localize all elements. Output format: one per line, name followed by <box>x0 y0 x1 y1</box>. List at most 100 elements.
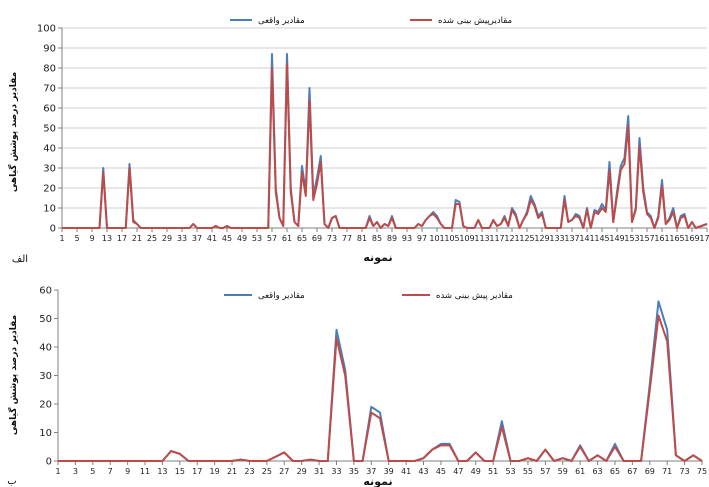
x-tick-label: 15 <box>175 467 185 476</box>
x-tick-label: 11 <box>140 467 150 476</box>
x-tick-label: 13 <box>157 467 167 476</box>
x-tick-label: 129 <box>534 234 549 243</box>
x-tick-label: 57 <box>540 467 550 476</box>
x-tick-label: 31 <box>314 467 324 476</box>
series-line-actual <box>58 300 703 462</box>
x-tick-label: 35 <box>349 467 359 476</box>
x-tick-label: 93 <box>402 234 412 243</box>
y-tick-label: 60 <box>39 286 52 297</box>
x-tick-label: 1 <box>59 234 64 243</box>
chart-a: 0 10 20 30 40 50 60 70 80 90 100 1 5 9 13 17 21 25 29 33 37… <box>7 16 709 265</box>
x-tick-label: 39 <box>384 467 394 476</box>
x-tick-label: 37 <box>366 467 376 476</box>
x-tick-label: 47 <box>453 467 463 476</box>
chart-b-y-ticks: 0 10 20 30 40 50 60 <box>39 286 58 468</box>
x-tick-label: 53 <box>505 467 515 476</box>
x-tick-label: 69 <box>312 234 322 243</box>
x-tick-label: 89 <box>387 234 397 243</box>
chart-a-legend: مقادیر واقعی مقادیرپیش بینی شده <box>230 16 512 26</box>
y-tick-label: 90 <box>43 44 56 55</box>
x-tick-label: 71 <box>662 467 672 476</box>
y-tick-label: 10 <box>39 428 52 439</box>
x-tick-label: 3 <box>73 467 78 476</box>
x-tick-label: 63 <box>592 467 602 476</box>
x-tick-label: 7 <box>108 467 113 476</box>
x-tick-label: 23 <box>244 467 254 476</box>
y-tick-label: 80 <box>43 64 56 75</box>
x-tick-label: 21 <box>227 467 237 476</box>
x-tick-label: 27 <box>279 467 289 476</box>
y-tick-label: 40 <box>43 144 56 155</box>
x-tick-label: 49 <box>237 234 247 243</box>
x-tick-label: 55 <box>523 467 533 476</box>
x-tick-label: 153 <box>624 234 639 243</box>
x-tick-label: 61 <box>575 467 585 476</box>
x-tick-label: 19 <box>210 467 220 476</box>
y-tick-label: 20 <box>43 184 56 195</box>
x-tick-label: 145 <box>594 234 609 243</box>
x-tick-label: 113 <box>474 234 489 243</box>
y-tick-label: 60 <box>43 104 56 115</box>
x-tick-label: 59 <box>558 467 568 476</box>
x-tick-label: 5 <box>74 234 79 243</box>
x-tick-label: 73 <box>680 467 690 476</box>
y-tick-label: 0 <box>50 224 56 235</box>
x-tick-label: 173 <box>699 234 709 243</box>
x-tick-label: 49 <box>471 467 481 476</box>
x-tick-label: 117 <box>489 234 504 243</box>
x-tick-label: 69 <box>645 467 655 476</box>
chart-a-y-ticks: 0 10 20 30 40 50 60 70 80 90 100 <box>37 24 62 235</box>
y-tick-label: 0 <box>46 457 52 468</box>
x-tick-label: 17 <box>117 234 127 243</box>
x-tick-label: 81 <box>357 234 367 243</box>
x-tick-label: 13 <box>102 234 112 243</box>
x-tick-label: 57 <box>267 234 277 243</box>
x-tick-label: 51 <box>488 467 498 476</box>
legend-a-actual-label: مقادیر واقعی <box>258 16 305 26</box>
x-tick-label: 141 <box>579 234 594 243</box>
chart-b-y-axis-label: مقادیر درصد پوشش گیاهی <box>7 315 19 435</box>
chart-b-legend: مقادیر واقعی مقادیر پیش بینی شده <box>224 291 513 301</box>
x-tick-label: 165 <box>669 234 684 243</box>
x-tick-label: 161 <box>654 234 669 243</box>
x-tick-label: 41 <box>207 234 217 243</box>
x-tick-label: 157 <box>639 234 654 243</box>
x-tick-label: 29 <box>162 234 172 243</box>
x-tick-label: 45 <box>222 234 232 243</box>
x-tick-label: 169 <box>684 234 699 243</box>
x-tick-label: 25 <box>262 467 272 476</box>
x-tick-label: 33 <box>331 467 341 476</box>
series-line-actual <box>62 53 708 229</box>
x-tick-label: 5 <box>90 467 95 476</box>
y-tick-label: 10 <box>43 204 56 215</box>
x-tick-label: 101 <box>429 234 444 243</box>
x-tick-label: 65 <box>297 234 307 243</box>
x-tick-label: 21 <box>132 234 142 243</box>
series-line-predicted <box>58 314 703 462</box>
legend-b-predicted-label: مقادیر پیش بینی شده <box>436 291 513 301</box>
chart-b-panel-label: ب <box>7 476 16 487</box>
x-tick-label: 43 <box>418 467 428 476</box>
x-tick-label: 41 <box>401 467 411 476</box>
chart-a-panel-label: الف <box>12 254 28 265</box>
x-tick-label: 137 <box>564 234 579 243</box>
x-tick-label: 45 <box>436 467 446 476</box>
x-tick-label: 77 <box>342 234 352 243</box>
y-tick-label: 30 <box>43 164 56 175</box>
y-tick-label: 70 <box>43 84 56 95</box>
x-tick-label: 67 <box>627 467 637 476</box>
x-tick-label: 37 <box>192 234 202 243</box>
x-tick-label: 133 <box>549 234 564 243</box>
x-tick-label: 97 <box>417 234 427 243</box>
x-tick-label: 125 <box>519 234 534 243</box>
x-tick-label: 9 <box>125 467 130 476</box>
x-tick-label: 65 <box>610 467 620 476</box>
x-tick-label: 1 <box>55 467 60 476</box>
x-tick-label: 33 <box>177 234 187 243</box>
x-tick-label: 85 <box>372 234 382 243</box>
x-tick-label: 61 <box>282 234 292 243</box>
legend-b-actual-label: مقادیر واقعی <box>258 291 305 301</box>
chart-b-x-axis-label: نمونه <box>363 475 392 487</box>
